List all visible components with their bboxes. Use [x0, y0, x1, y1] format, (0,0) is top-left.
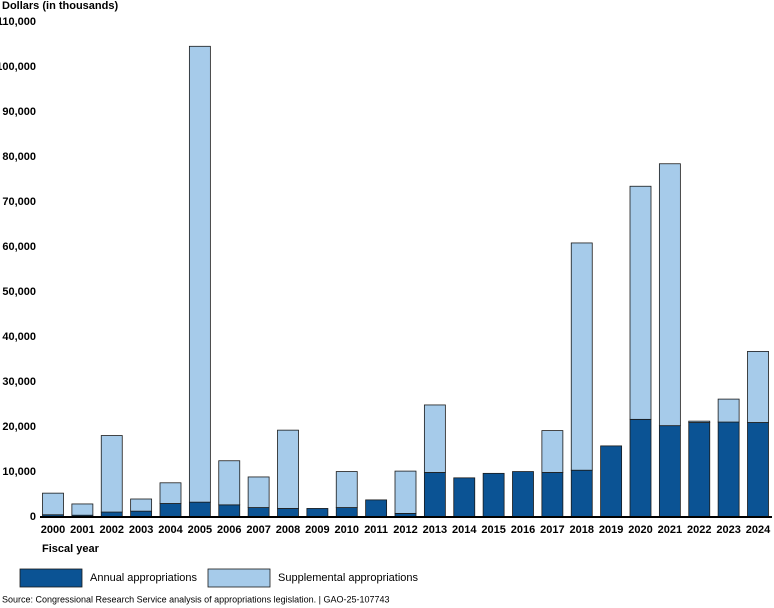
x-tick-label: 2000 [41, 524, 65, 536]
bar-segment [453, 477, 476, 518]
bar-segment [541, 430, 564, 473]
bar-segment [747, 350, 769, 423]
legend-label: Supplemental appropriations [278, 572, 419, 584]
x-tick-label: 2014 [452, 524, 477, 536]
bar-segment [570, 469, 593, 518]
bar-segment [42, 492, 64, 516]
y-tick-label: 100,000 [0, 61, 36, 73]
x-tick-label: 2024 [746, 524, 771, 536]
bar-segment [335, 507, 358, 518]
bar-segment [130, 498, 153, 512]
x-tick-label: 2018 [570, 524, 594, 536]
y-tick-label: 90,000 [2, 106, 36, 118]
bar-segment [512, 471, 534, 518]
bar-segment [688, 420, 711, 423]
bar-segment [541, 472, 564, 518]
x-tick-label: 2001 [70, 524, 94, 536]
bar-segment [159, 482, 182, 504]
bar-segment [658, 163, 681, 427]
legend-swatch [207, 568, 271, 588]
y-tick-label: 70,000 [2, 196, 36, 208]
bar-segment [277, 508, 299, 518]
bar-segment [600, 445, 623, 518]
bar-segment [658, 425, 681, 518]
y-tick-label: 80,000 [2, 151, 36, 163]
y-tick-label: 30,000 [2, 376, 36, 388]
bar-segment [629, 418, 652, 518]
legend-label: Annual appropriations [90, 572, 198, 584]
x-tick-label: 2011 [364, 524, 388, 536]
bar-segment [335, 471, 358, 508]
bar-segment [218, 504, 241, 518]
bar-segment [247, 507, 270, 518]
x-tick-label: 2010 [335, 524, 359, 536]
bar-segment [218, 460, 241, 506]
x-tick-label: 2022 [687, 524, 711, 536]
x-tick-label: 2005 [188, 524, 212, 536]
bar-segment [188, 45, 211, 503]
x-tick-label: 2023 [716, 524, 740, 536]
source: Source: Congressional Research Service a… [2, 594, 390, 604]
x-axis-label: Fiscal year [42, 543, 100, 555]
x-tick-label: 2017 [540, 524, 564, 536]
y-tick-label: 20,000 [2, 421, 36, 433]
y-tick-label: 60,000 [2, 241, 36, 253]
x-tick-label: 2015 [481, 524, 505, 536]
x-tick-label: 2016 [511, 524, 535, 536]
bar-segment [717, 398, 740, 423]
bar-segment [717, 421, 740, 518]
x-tick-label: 2020 [628, 524, 652, 536]
bar-segment [423, 472, 446, 518]
x-tick-label: 2003 [129, 524, 153, 536]
y-axis-label: Dollars (in thousands) [2, 0, 118, 12]
bar-segment [71, 503, 94, 516]
bar-segment [247, 476, 270, 508]
x-tick-label: 2006 [217, 524, 241, 536]
y-tick-label: 0 [30, 511, 36, 523]
y-tick-label: 50,000 [2, 286, 36, 298]
y-tick-label: 10,000 [2, 466, 36, 478]
bar-segment [100, 435, 123, 513]
bar-segment [365, 499, 388, 518]
bar-segment [159, 503, 182, 518]
y-tick-label: 110,000 [0, 16, 36, 28]
x-tick-label: 2004 [158, 524, 183, 536]
y-tick-label: 40,000 [2, 331, 36, 343]
bar-segment [188, 501, 211, 518]
x-tick-label: 2007 [246, 524, 270, 536]
bar-segment [570, 242, 593, 471]
legend-swatch [19, 568, 83, 588]
x-tick-label: 2021 [658, 524, 682, 536]
x-tick-label: 2009 [305, 524, 329, 536]
bar-segment [423, 404, 446, 473]
x-tick-label: 2002 [100, 524, 124, 536]
bar-segment [688, 422, 711, 518]
bar-segment [482, 472, 505, 518]
x-tick-label: 2013 [423, 524, 447, 536]
bar-segment [747, 422, 769, 518]
bar-segment [394, 470, 417, 514]
x-tick-label: 2019 [599, 524, 623, 536]
x-tick-label: 2008 [276, 524, 300, 536]
bar-segment [306, 508, 329, 518]
x-tick-label: 2012 [393, 524, 417, 536]
bar-segment [277, 429, 299, 509]
bar-segment [629, 185, 652, 420]
